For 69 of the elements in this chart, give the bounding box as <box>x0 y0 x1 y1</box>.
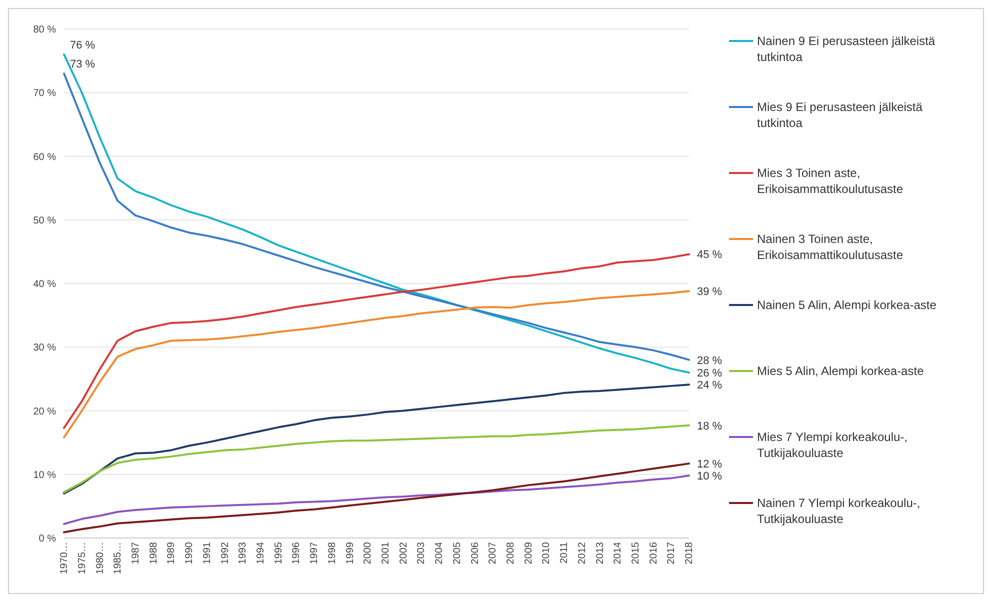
y-tick-label: 40 % <box>33 279 56 290</box>
x-tick-label: 2012 <box>576 542 588 564</box>
x-tick-label: 2017 <box>666 542 678 564</box>
line-series <box>63 424 690 494</box>
data-label: 28 % <box>697 354 722 367</box>
legend-label: Nainen 5 Alin, Alempi korkea-aste <box>757 297 936 313</box>
data-label: 10 % <box>697 470 722 483</box>
x-tick-label: 1980… <box>94 542 106 574</box>
data-label: 45 % <box>697 249 722 262</box>
legend-label: Mies 9 Ei perusasteen jälkeistä tutkintoa <box>757 99 924 131</box>
data-label: 76 % <box>70 39 96 52</box>
x-tick-label: 1996 <box>291 542 302 564</box>
x-tick-label: 1987 <box>130 542 142 564</box>
legend-label: Nainen 7 Ylempi korkeakoulu-, Tutkijakouluaste <box>757 495 922 527</box>
x-tick-label: 1999 <box>344 542 356 564</box>
y-tick-label: 60 % <box>33 152 56 163</box>
x-tick-label: 2003 <box>416 542 428 564</box>
x-tick-label: 2016 <box>648 542 660 564</box>
x-tick-label: 2001 <box>380 542 392 564</box>
y-tick-label: 70 % <box>33 88 56 100</box>
line-series <box>63 384 690 494</box>
data-label: 73 % <box>70 58 96 71</box>
legend-label: Nainen 3 Toinen aste, Erikoisammattikoulutusaste <box>757 231 904 263</box>
x-tick-label: 1988 <box>148 542 160 564</box>
x-tick-label: 1993 <box>238 542 249 564</box>
x-tick-label: 1970… <box>59 542 70 574</box>
y-tick-label: 80 % <box>33 24 56 36</box>
x-tick-label: 2010 <box>541 542 552 564</box>
legend-label: Mies 7 Ylempi korkeakoulu-, Tutkijakouluaste <box>757 429 909 461</box>
x-tick-label: 2011 <box>559 542 570 564</box>
x-tick-label: 2007 <box>488 542 499 564</box>
x-tick-label: 2008 <box>506 542 517 564</box>
line-series <box>63 253 690 429</box>
x-tick-label: 2006 <box>470 542 481 564</box>
x-tick-label: 1985… <box>112 542 124 574</box>
legend-label: Nainen 9 Ei perusasteen jälkeistä tutkintoa <box>757 33 936 65</box>
legend-label: Mies 5 Alin, Alempi korkea-aste <box>757 363 924 379</box>
y-tick-label: 20 % <box>33 406 56 418</box>
x-tick-label: 1990 <box>184 542 196 564</box>
y-tick-label: 30 % <box>33 342 56 354</box>
x-tick-label: 2004 <box>434 542 446 564</box>
data-label: 26 % <box>697 368 722 380</box>
x-tick-label: 2015 <box>630 542 642 564</box>
x-tick-label: 2005 <box>452 542 463 564</box>
x-tick-label: 1975… <box>76 542 88 574</box>
x-tick-label: 1989 <box>166 542 178 564</box>
x-tick-label: 1992 <box>220 542 231 564</box>
y-tick-label: 50 % <box>33 215 56 226</box>
x-tick-label: 2009 <box>523 542 534 564</box>
x-tick-label: 2000 <box>362 542 374 564</box>
x-tick-label: 2013 <box>594 542 606 564</box>
data-label: 39 % <box>697 286 722 298</box>
data-label: 12 % <box>697 458 722 471</box>
x-tick-label: 1995 <box>273 542 284 564</box>
line-series <box>63 474 690 525</box>
x-tick-label: 1991 <box>202 542 213 564</box>
line-series <box>63 462 690 534</box>
y-tick-label: 0 % <box>38 534 56 545</box>
x-tick-label: 2002 <box>398 542 410 564</box>
y-tick-label: 10 % <box>33 470 56 481</box>
x-tick-label: 1998 <box>326 542 338 564</box>
x-tick-label: 1997 <box>309 542 320 564</box>
data-label: 18 % <box>697 420 722 432</box>
x-tick-label: 1994 <box>256 542 267 564</box>
legend-label: Mies 3 Toinen aste, Erikoisammattikoulutusaste <box>757 165 904 197</box>
line-series <box>63 290 690 438</box>
x-tick-label: 2018 <box>684 542 696 564</box>
x-tick-label: 2014 <box>612 542 624 564</box>
data-label: 24 % <box>697 380 722 392</box>
